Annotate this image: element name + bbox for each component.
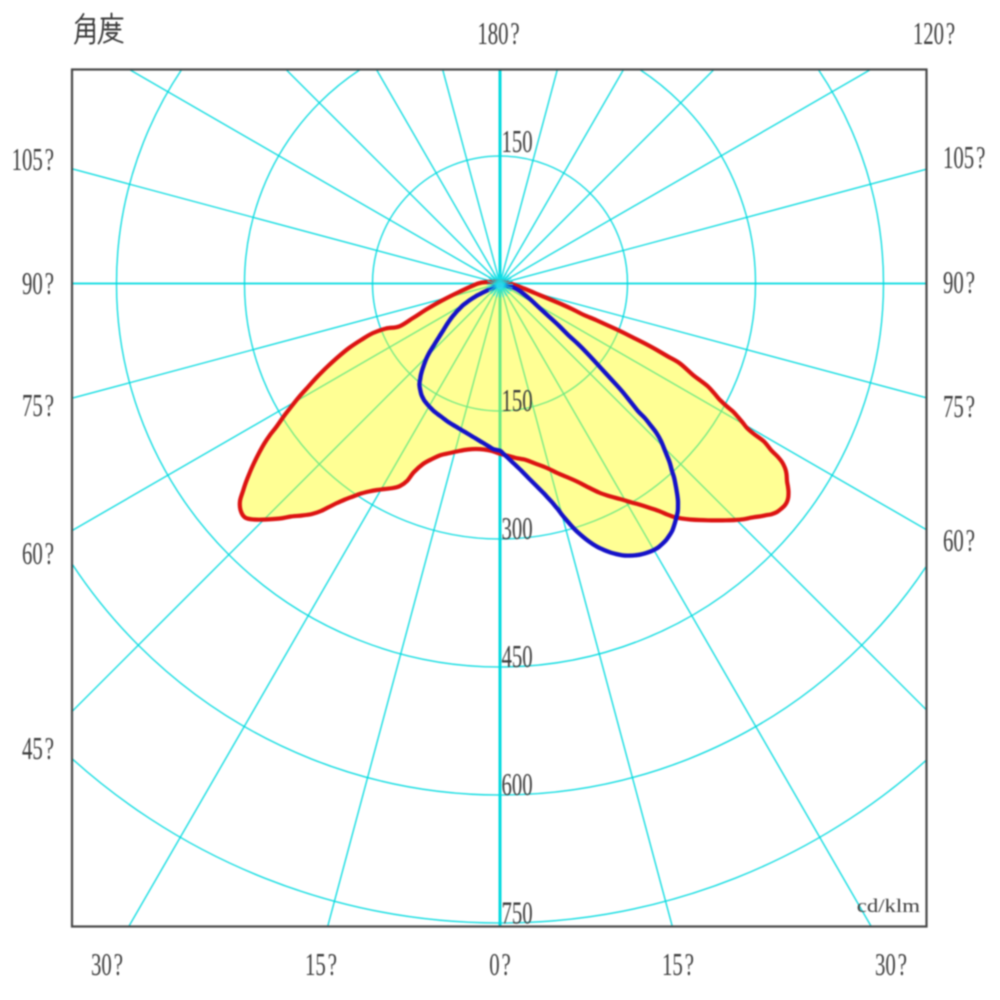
svg-text:30?: 30?	[875, 947, 907, 983]
svg-text:120?: 120?	[913, 16, 955, 52]
svg-text:45?: 45?	[22, 731, 54, 767]
svg-text:60?: 60?	[22, 536, 54, 572]
svg-text:180?: 180?	[477, 16, 519, 52]
svg-text:60?: 60?	[943, 523, 975, 559]
svg-text:30?: 30?	[91, 947, 123, 983]
svg-text:450: 450	[502, 639, 533, 675]
svg-text:750: 750	[502, 895, 533, 931]
svg-text:75?: 75?	[943, 389, 975, 425]
svg-text:105?: 105?	[943, 140, 985, 176]
svg-text:600: 600	[502, 767, 533, 803]
svg-text:90?: 90?	[943, 265, 975, 301]
svg-text:90?: 90?	[22, 266, 54, 302]
svg-text:75?: 75?	[22, 388, 54, 424]
svg-text:150: 150	[502, 383, 533, 419]
svg-text:150: 150	[502, 124, 533, 160]
svg-text:105?: 105?	[12, 142, 54, 178]
svg-text:15?: 15?	[662, 947, 694, 983]
svg-text:300: 300	[502, 511, 533, 547]
svg-text:cd/klm: cd/klm	[857, 895, 920, 917]
svg-text:15?: 15?	[305, 947, 337, 983]
